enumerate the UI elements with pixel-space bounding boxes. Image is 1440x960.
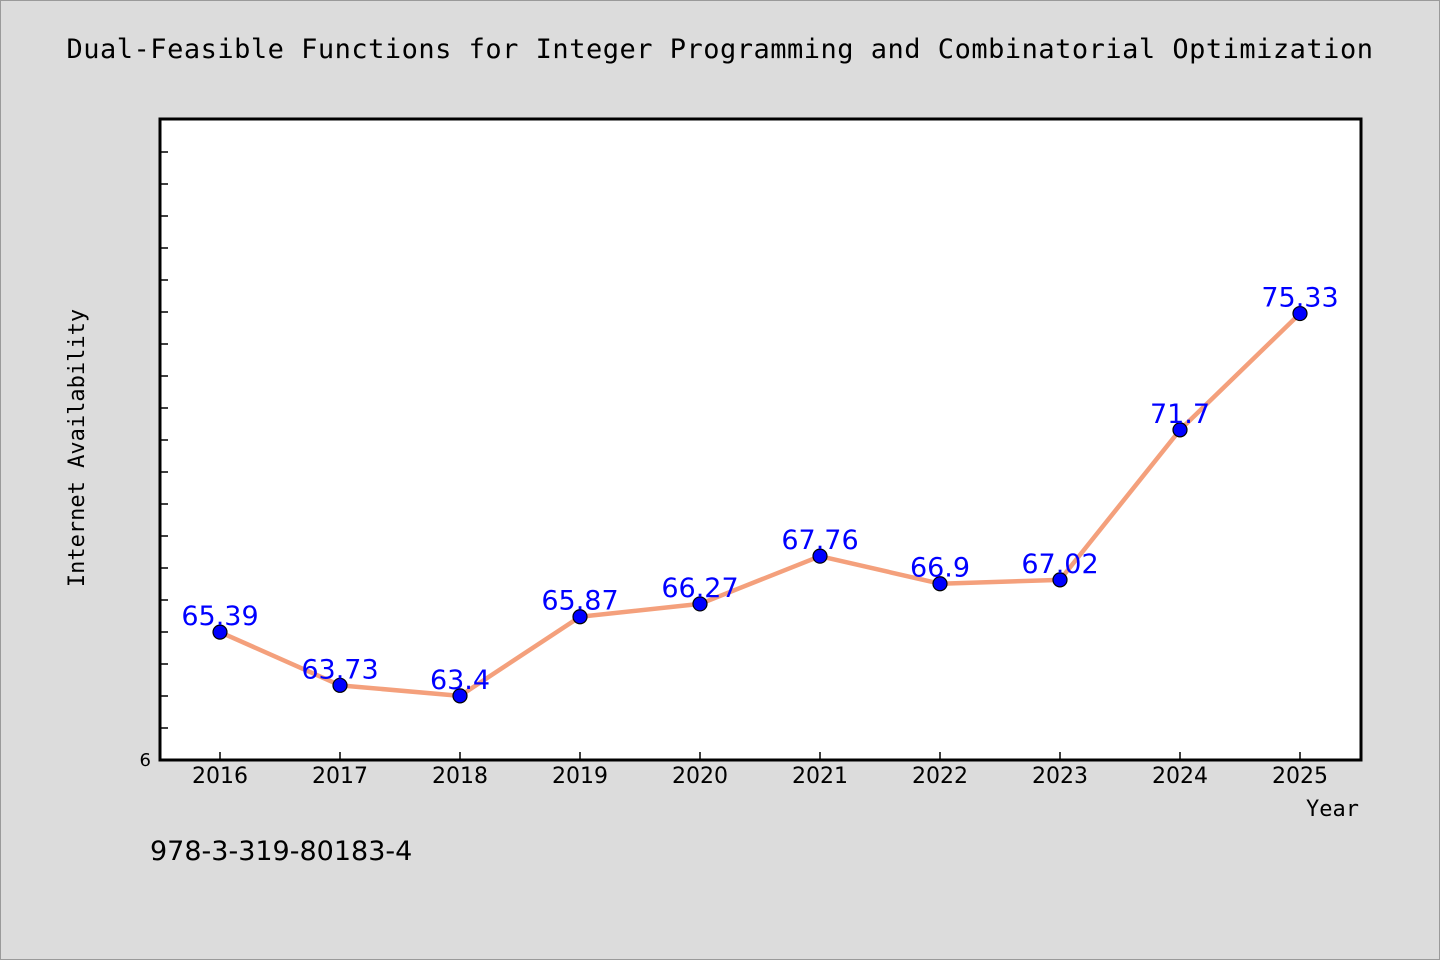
x-tick-label: 2024 — [1152, 764, 1208, 789]
data-label: 75.33 — [1261, 283, 1338, 314]
data-label: 67.76 — [781, 525, 858, 556]
data-label: 63.4 — [430, 665, 490, 696]
data-label: 66.27 — [661, 573, 738, 604]
data-point — [1172, 422, 1188, 438]
data-point — [1292, 305, 1308, 322]
data-label: 67.02 — [1021, 549, 1098, 580]
data-label: 66.9 — [910, 553, 970, 584]
data-point — [812, 548, 828, 564]
data-point — [1052, 572, 1068, 588]
x-tick-label: 2016 — [192, 764, 248, 789]
data-point — [212, 624, 228, 640]
data-point — [692, 596, 708, 612]
x-tick-label: 2018 — [432, 764, 488, 789]
data-label: 65.87 — [541, 586, 618, 617]
chart-title: Dual-Feasible Functions for Integer Prog… — [66, 34, 1374, 65]
isbn-text: 978-3-319-80183-4 — [150, 836, 413, 867]
series-line — [219, 311, 1302, 699]
y-axis-label: Internet Availability — [65, 309, 90, 587]
data-markers — [212, 305, 1308, 704]
x-tick-label: 2019 — [552, 764, 608, 789]
data-label: 71.7 — [1150, 399, 1210, 430]
data-label: 65.39 — [181, 601, 258, 632]
x-tick-label: 2021 — [792, 764, 848, 789]
x-axis-ticks: 2016 2017 2018 2019 2020 2021 2022 2023 2024 2025 — [192, 752, 1328, 789]
data-point — [332, 677, 348, 693]
y-tick-label: 6 — [140, 750, 151, 771]
plot-area — [158, 117, 1363, 762]
data-labels: 65.39 63.73 63.4 65.87 66.27 67.76 66.9 67.02 71… — [181, 283, 1338, 696]
data-point — [572, 609, 588, 625]
x-tick-label: 2022 — [912, 764, 968, 789]
y-axis-ticks — [160, 151, 168, 729]
x-tick-label: 2020 — [672, 764, 728, 789]
x-tick-label: 2025 — [1272, 764, 1328, 789]
data-point — [932, 576, 948, 592]
data-point — [452, 688, 468, 704]
data-label: 63.73 — [301, 654, 378, 685]
x-axis-label: Year — [1306, 797, 1359, 822]
x-tick-label: 2023 — [1032, 764, 1088, 789]
x-tick-label: 2017 — [312, 764, 368, 789]
